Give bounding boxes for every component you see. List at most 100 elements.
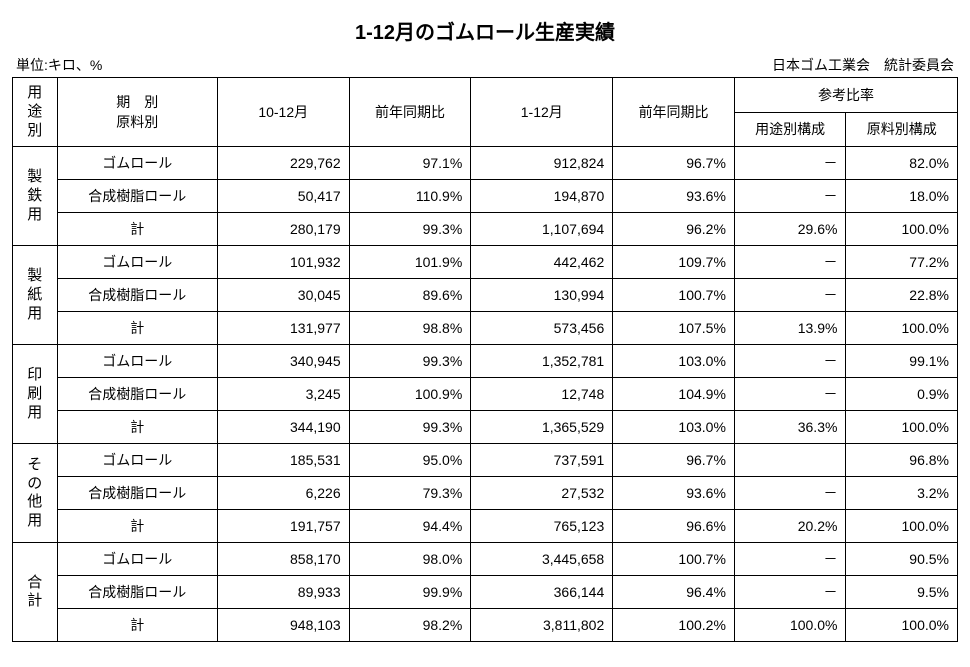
- value-cell: 103.0%: [613, 345, 735, 378]
- value-cell: 9.5%: [846, 576, 958, 609]
- table-row: 計344,19099.3%1,365,529103.0%36.3%100.0%: [13, 411, 958, 444]
- value-cell: 96.6%: [613, 510, 735, 543]
- page-title: 1-12月のゴムロール生産実績: [12, 16, 958, 45]
- value-cell: 98.2%: [349, 609, 471, 642]
- value-cell: 3,245: [217, 378, 349, 411]
- value-cell: 229,762: [217, 147, 349, 180]
- value-cell: 82.0%: [846, 147, 958, 180]
- material-cell: ゴムロール: [57, 345, 217, 378]
- th-full-yoy: 前年同期比: [613, 78, 735, 147]
- th-q4: 10-12月: [217, 78, 349, 147]
- value-cell: 912,824: [471, 147, 613, 180]
- material-cell: ゴムロール: [57, 444, 217, 477]
- value-cell: 442,462: [471, 246, 613, 279]
- value-cell: 130,994: [471, 279, 613, 312]
- value-cell: 89,933: [217, 576, 349, 609]
- value-cell: 1,107,694: [471, 213, 613, 246]
- value-cell: 185,531: [217, 444, 349, 477]
- value-cell: 6,226: [217, 477, 349, 510]
- value-cell: 858,170: [217, 543, 349, 576]
- table-row: その他用ゴムロール185,53195.0%737,59196.7%96.8%: [13, 444, 958, 477]
- value-cell: －: [734, 543, 846, 576]
- value-cell: －: [734, 147, 846, 180]
- value-cell: 29.6%: [734, 213, 846, 246]
- value-cell: [734, 444, 846, 477]
- value-cell: 96.8%: [846, 444, 958, 477]
- table-row: 製紙用ゴムロール101,932101.9%442,462109.7%－77.2%: [13, 246, 958, 279]
- material-cell: 計: [57, 411, 217, 444]
- table-row: 合成樹脂ロール3,245100.9%12,748104.9%－0.9%: [13, 378, 958, 411]
- value-cell: 99.3%: [349, 411, 471, 444]
- meta-row: 単位:キロ、% 日本ゴム工業会 統計委員会: [12, 55, 958, 75]
- value-cell: 107.5%: [613, 312, 735, 345]
- value-cell: 340,945: [217, 345, 349, 378]
- material-cell: ゴムロール: [57, 147, 217, 180]
- th-full: 1-12月: [471, 78, 613, 147]
- value-cell: 99.1%: [846, 345, 958, 378]
- value-cell: －: [734, 345, 846, 378]
- table-row: 計948,10398.2%3,811,802100.2%100.0%100.0%: [13, 609, 958, 642]
- th-ref: 参考比率: [734, 78, 957, 113]
- value-cell: 100.9%: [349, 378, 471, 411]
- value-cell: 3,811,802: [471, 609, 613, 642]
- category-cell: その他用: [13, 444, 58, 543]
- table-row: 印刷用ゴムロール340,94599.3%1,352,781103.0%－99.1…: [13, 345, 958, 378]
- value-cell: －: [734, 279, 846, 312]
- table-row: 合成樹脂ロール50,417110.9%194,87093.6%－18.0%: [13, 180, 958, 213]
- value-cell: －: [734, 378, 846, 411]
- value-cell: 280,179: [217, 213, 349, 246]
- table-row: 製鉄用ゴムロール229,76297.1%912,82496.7%－82.0%: [13, 147, 958, 180]
- material-cell: 計: [57, 510, 217, 543]
- value-cell: 948,103: [217, 609, 349, 642]
- th-usage: 用途別: [13, 78, 58, 147]
- value-cell: 344,190: [217, 411, 349, 444]
- value-cell: 3.2%: [846, 477, 958, 510]
- value-cell: －: [734, 576, 846, 609]
- value-cell: －: [734, 180, 846, 213]
- value-cell: 1,365,529: [471, 411, 613, 444]
- value-cell: 96.7%: [613, 147, 735, 180]
- table-header: 用途別 期 別原料別 10-12月 前年同期比 1-12月 前年同期比 参考比率…: [13, 78, 958, 147]
- value-cell: 89.6%: [349, 279, 471, 312]
- value-cell: 100.0%: [846, 213, 958, 246]
- material-cell: 合成樹脂ロール: [57, 279, 217, 312]
- value-cell: 1,352,781: [471, 345, 613, 378]
- value-cell: 191,757: [217, 510, 349, 543]
- value-cell: 100.0%: [734, 609, 846, 642]
- value-cell: 96.2%: [613, 213, 735, 246]
- material-cell: 合成樹脂ロール: [57, 378, 217, 411]
- value-cell: 109.7%: [613, 246, 735, 279]
- value-cell: 97.1%: [349, 147, 471, 180]
- value-cell: 50,417: [217, 180, 349, 213]
- value-cell: 100.7%: [613, 543, 735, 576]
- value-cell: 90.5%: [846, 543, 958, 576]
- value-cell: 99.3%: [349, 213, 471, 246]
- value-cell: 131,977: [217, 312, 349, 345]
- material-cell: 計: [57, 213, 217, 246]
- production-table: 用途別 期 別原料別 10-12月 前年同期比 1-12月 前年同期比 参考比率…: [12, 77, 958, 642]
- value-cell: 30,045: [217, 279, 349, 312]
- value-cell: 101.9%: [349, 246, 471, 279]
- material-cell: 合成樹脂ロール: [57, 576, 217, 609]
- table-row: 合成樹脂ロール30,04589.6%130,994100.7%－22.8%: [13, 279, 958, 312]
- material-cell: 合成樹脂ロール: [57, 477, 217, 510]
- value-cell: 100.0%: [846, 510, 958, 543]
- value-cell: 99.9%: [349, 576, 471, 609]
- value-cell: 765,123: [471, 510, 613, 543]
- value-cell: 101,932: [217, 246, 349, 279]
- category-cell: 製紙用: [13, 246, 58, 345]
- table-body: 製鉄用ゴムロール229,76297.1%912,82496.7%－82.0%合成…: [13, 147, 958, 642]
- table-row: 計191,75794.4%765,12396.6%20.2%100.0%: [13, 510, 958, 543]
- value-cell: 0.9%: [846, 378, 958, 411]
- value-cell: 93.6%: [613, 180, 735, 213]
- value-cell: 3,445,658: [471, 543, 613, 576]
- value-cell: 104.9%: [613, 378, 735, 411]
- value-cell: 573,456: [471, 312, 613, 345]
- th-q4-yoy: 前年同期比: [349, 78, 471, 147]
- material-cell: 計: [57, 609, 217, 642]
- value-cell: 96.7%: [613, 444, 735, 477]
- value-cell: 94.4%: [349, 510, 471, 543]
- value-cell: －: [734, 477, 846, 510]
- value-cell: 13.9%: [734, 312, 846, 345]
- material-cell: 合成樹脂ロール: [57, 180, 217, 213]
